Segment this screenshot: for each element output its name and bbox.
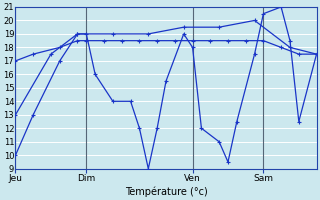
X-axis label: Température (°c): Température (°c)	[124, 186, 207, 197]
